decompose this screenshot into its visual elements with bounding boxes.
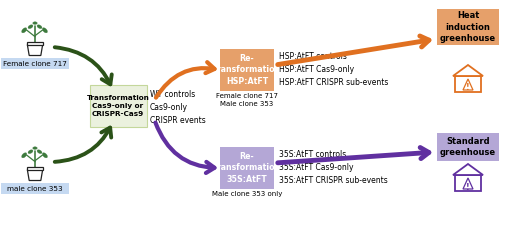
Text: HSP:AtFT controls: HSP:AtFT controls: [279, 52, 347, 61]
Text: Heat
induction
greenhouse: Heat induction greenhouse: [440, 11, 496, 43]
FancyBboxPatch shape: [220, 49, 274, 91]
Text: WT controls: WT controls: [150, 90, 195, 99]
Text: Transformation
Cas9-only or
CRISPR-Cas9: Transformation Cas9-only or CRISPR-Cas9: [86, 95, 149, 117]
Text: HSP:AtFT CRISPR sub-events: HSP:AtFT CRISPR sub-events: [279, 78, 388, 87]
Text: 35S:AtFT Cas9-only: 35S:AtFT Cas9-only: [279, 163, 354, 172]
Ellipse shape: [33, 147, 37, 150]
Text: Standard
greenhouse: Standard greenhouse: [440, 137, 496, 157]
Text: Male clone 353 only: Male clone 353 only: [212, 191, 282, 197]
Polygon shape: [463, 79, 473, 90]
Ellipse shape: [37, 150, 42, 154]
Ellipse shape: [22, 153, 27, 158]
Ellipse shape: [33, 22, 37, 25]
Text: male clone 353: male clone 353: [7, 186, 63, 192]
Text: !: !: [466, 84, 470, 93]
Ellipse shape: [37, 25, 42, 29]
FancyArrowPatch shape: [55, 47, 112, 84]
Polygon shape: [453, 164, 483, 175]
Text: 35S:AtFT CRISPR sub-events: 35S:AtFT CRISPR sub-events: [279, 176, 388, 185]
Text: Cas9-only: Cas9-only: [150, 103, 188, 112]
FancyBboxPatch shape: [1, 183, 69, 194]
Text: Re-
transformation
HSP:AtFT: Re- transformation HSP:AtFT: [213, 55, 281, 86]
Text: CRISPR events: CRISPR events: [150, 116, 205, 125]
Text: Female clone 717
Male clone 353: Female clone 717 Male clone 353: [216, 93, 278, 107]
FancyBboxPatch shape: [220, 147, 274, 189]
FancyBboxPatch shape: [89, 85, 147, 127]
Ellipse shape: [42, 153, 47, 158]
FancyArrowPatch shape: [55, 128, 111, 162]
Text: Female clone 717: Female clone 717: [3, 61, 67, 67]
Text: HSP:AtFT Cas9-only: HSP:AtFT Cas9-only: [279, 65, 354, 74]
Text: 35S:AtFT controls: 35S:AtFT controls: [279, 150, 346, 159]
FancyBboxPatch shape: [437, 9, 499, 45]
FancyBboxPatch shape: [455, 76, 481, 92]
Text: Re-
transformation
35S:AtFT: Re- transformation 35S:AtFT: [213, 153, 281, 184]
FancyBboxPatch shape: [455, 175, 481, 191]
Polygon shape: [28, 45, 43, 55]
Ellipse shape: [22, 28, 27, 33]
FancyArrowPatch shape: [156, 62, 215, 98]
FancyBboxPatch shape: [437, 133, 499, 161]
Polygon shape: [453, 65, 483, 76]
FancyArrowPatch shape: [155, 123, 214, 173]
FancyArrowPatch shape: [278, 36, 429, 65]
FancyBboxPatch shape: [28, 42, 43, 45]
Ellipse shape: [28, 150, 33, 154]
Ellipse shape: [28, 25, 33, 29]
Polygon shape: [463, 178, 473, 189]
Text: !: !: [466, 183, 470, 191]
FancyBboxPatch shape: [28, 167, 43, 170]
Ellipse shape: [42, 28, 47, 33]
Polygon shape: [28, 170, 43, 180]
FancyArrowPatch shape: [278, 147, 429, 163]
FancyBboxPatch shape: [1, 58, 69, 69]
